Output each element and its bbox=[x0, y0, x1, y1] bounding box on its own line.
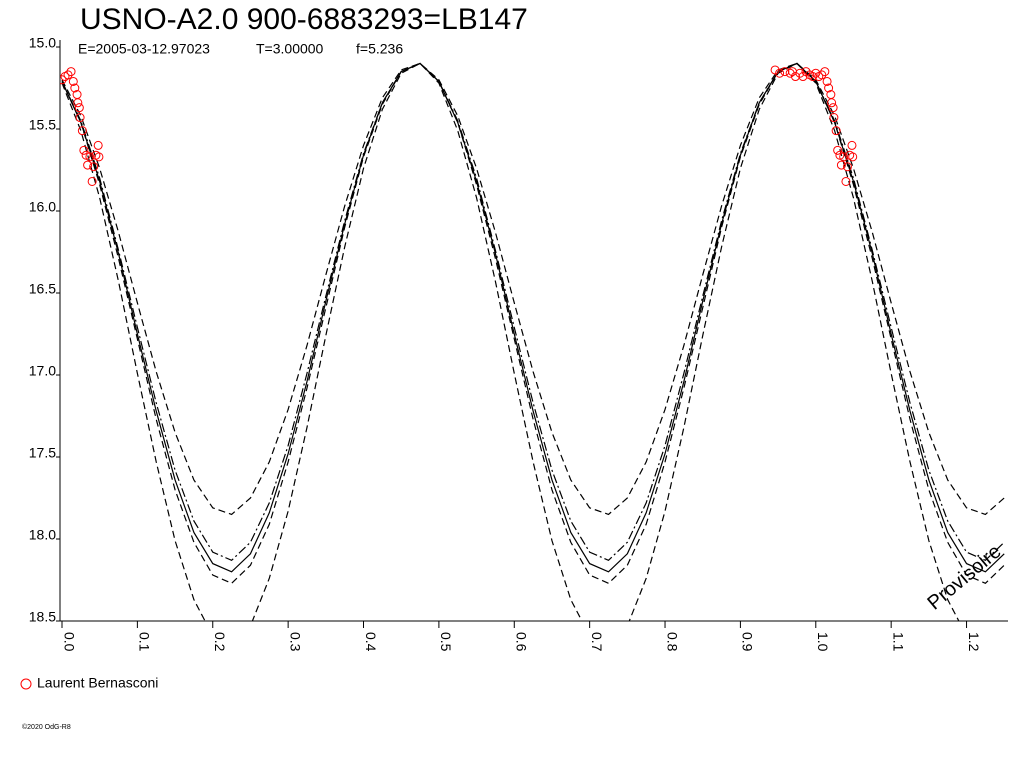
x-tick-label: 0.4 bbox=[363, 632, 379, 652]
observation-point bbox=[808, 72, 818, 82]
observation-point bbox=[836, 160, 846, 170]
observation-point bbox=[66, 67, 76, 77]
y-tick-label: 18.0 bbox=[29, 527, 56, 543]
observation-point bbox=[85, 152, 95, 162]
model-curve bbox=[61, 62, 1005, 562]
observation-point bbox=[817, 70, 827, 80]
observation-point bbox=[79, 145, 89, 155]
observation-point bbox=[74, 103, 84, 113]
observation-point bbox=[83, 160, 93, 170]
observation-point bbox=[775, 68, 785, 78]
x-tick-label: 0.5 bbox=[438, 632, 454, 652]
observation-point bbox=[833, 145, 843, 155]
observation-point bbox=[770, 65, 780, 75]
observation-point bbox=[847, 140, 857, 150]
model-curve bbox=[61, 62, 1005, 584]
y-tick-label: 17.5 bbox=[29, 445, 56, 461]
info-epoch: E=2005-03-12.97023 bbox=[78, 41, 210, 57]
observation-point bbox=[820, 67, 830, 77]
observation-point bbox=[77, 126, 87, 136]
x-tick-label: 0.8 bbox=[664, 632, 680, 652]
y-tick-label: 18.5 bbox=[29, 609, 56, 625]
observation-point bbox=[73, 98, 83, 108]
observation-point bbox=[841, 176, 851, 186]
observation-point bbox=[89, 162, 99, 172]
x-tick-label: 1.2 bbox=[966, 632, 982, 652]
observation-point bbox=[828, 103, 838, 113]
info-period: T=3.00000 bbox=[256, 41, 324, 57]
observation-point bbox=[827, 98, 837, 108]
x-tick-label: 0.6 bbox=[514, 632, 530, 652]
x-tick-label: 0.9 bbox=[740, 632, 756, 652]
y-tick-label: 15.5 bbox=[29, 117, 56, 133]
observation-point bbox=[829, 113, 839, 123]
y-tick-label: 16.5 bbox=[29, 281, 56, 297]
observation-point bbox=[822, 76, 832, 86]
observation-point bbox=[60, 75, 67, 85]
observation-point bbox=[824, 83, 834, 93]
x-tick-label: 0.3 bbox=[287, 632, 303, 652]
y-tick-label: 15.0 bbox=[29, 35, 56, 51]
observation-point bbox=[795, 68, 805, 78]
observation-point bbox=[94, 152, 104, 162]
x-tick-label: 1.0 bbox=[815, 632, 831, 652]
observation-point bbox=[87, 176, 97, 186]
observation-point bbox=[842, 162, 852, 172]
y-tick-label: 16.0 bbox=[29, 199, 56, 215]
watermark: Provisoire bbox=[923, 540, 1005, 614]
y-tick-label: 17.0 bbox=[29, 363, 56, 379]
model-curve bbox=[61, 62, 1005, 573]
legend-marker bbox=[20, 678, 32, 690]
observation-point bbox=[798, 72, 808, 82]
x-tick-label: 0.0 bbox=[61, 632, 77, 652]
observation-point bbox=[68, 76, 78, 86]
observation-point bbox=[63, 70, 73, 80]
x-tick-label: 0.7 bbox=[589, 632, 605, 652]
x-tick-label: 0.1 bbox=[137, 632, 153, 652]
model-curve bbox=[61, 62, 1005, 516]
chart-title: USNO-A2.0 900-6883293=LB147 bbox=[80, 3, 528, 36]
observation-point bbox=[785, 68, 795, 78]
observation-point bbox=[75, 113, 85, 123]
observation-point bbox=[839, 152, 849, 162]
observation-point bbox=[831, 126, 841, 136]
x-tick-label: 1.1 bbox=[890, 632, 906, 652]
observation-point bbox=[848, 152, 858, 162]
model-curve bbox=[61, 62, 960, 621]
info-frequency: f=5.236 bbox=[356, 41, 403, 57]
observation-point bbox=[70, 83, 80, 93]
observation-point bbox=[811, 68, 821, 78]
legend-label: Laurent Bernasconi bbox=[37, 675, 158, 691]
footer: ©2020 OdG-R8 bbox=[22, 723, 71, 731]
x-tick-label: 0.2 bbox=[212, 632, 228, 652]
observation-point bbox=[93, 140, 103, 150]
curves bbox=[60, 62, 1005, 621]
